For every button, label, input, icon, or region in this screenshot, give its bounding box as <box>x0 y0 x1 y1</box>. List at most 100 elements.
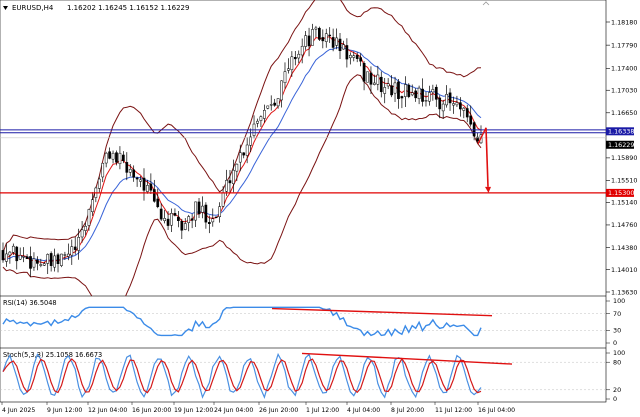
price-candle <box>235 163 239 182</box>
price-candle <box>152 179 156 203</box>
price-candle <box>218 202 221 223</box>
time-tick-label: 8 Jul 20:00 <box>391 407 424 414</box>
price-tick-label: 1.17400 <box>611 65 637 73</box>
price-candle <box>149 173 153 194</box>
stoch-scale-label: 0 <box>613 395 617 403</box>
price-candle <box>410 84 414 97</box>
price-candle <box>245 137 249 164</box>
price-candle <box>465 104 469 123</box>
price-candle <box>393 76 397 102</box>
price-candle <box>383 77 387 104</box>
price-candle <box>46 253 50 275</box>
price-candle <box>42 261 46 266</box>
price-candle <box>414 88 418 102</box>
price-tick-label: 1.14760 <box>611 221 637 229</box>
price-candle <box>22 247 25 263</box>
price-candle <box>18 247 22 261</box>
price-candle <box>280 80 283 108</box>
price-candle <box>84 222 87 236</box>
price-candle <box>111 150 115 164</box>
price-candle <box>194 201 197 228</box>
price-candle <box>376 65 380 91</box>
price-tick-label: 1.14010 <box>611 266 637 274</box>
price-candle <box>190 213 194 229</box>
support-price-tag-box <box>606 188 634 197</box>
price-candle <box>469 105 473 127</box>
price-candle <box>173 208 177 217</box>
price-candle <box>170 208 173 233</box>
price-candle <box>25 254 29 260</box>
rsi-pane[interactable]: RSI(14) 36.5048 100 70 30 0 <box>0 296 640 348</box>
price-candle <box>166 211 170 231</box>
price-candle <box>297 50 301 64</box>
price-chart[interactable]: EURUSD,H4 1.16202 1.16245 1.16152 1.1622… <box>0 0 640 296</box>
price-candle <box>159 203 163 221</box>
price-candle <box>397 78 400 109</box>
price-candle <box>448 88 452 111</box>
price-candle <box>201 196 204 219</box>
price-candle <box>269 95 273 111</box>
stoch-scale-label: 20 <box>613 386 621 394</box>
price-candle <box>204 202 208 229</box>
price-tick-label: 1.18180 <box>611 18 637 26</box>
price-candle <box>29 246 32 277</box>
price-candle <box>60 253 63 268</box>
forecast-arrow <box>485 127 489 187</box>
price-tick-label: 1.13630 <box>611 288 637 296</box>
price-candle <box>142 168 146 201</box>
rsi-indicator[interactable]: RSI(14) 36.5048 100 70 30 0 <box>0 296 640 348</box>
price-candle <box>77 228 81 260</box>
price-candle <box>101 162 105 183</box>
price-candle <box>263 104 266 123</box>
price-candle <box>366 71 369 83</box>
price-candle <box>373 74 376 86</box>
price-candle <box>287 58 290 74</box>
price-candle <box>407 83 411 99</box>
price-candle <box>318 26 321 41</box>
stoch-divergence-line <box>301 352 513 365</box>
time-tick-label: 1 Jul 12:00 <box>306 407 339 414</box>
price-candle <box>36 256 39 271</box>
price-chart-pane[interactable]: EURUSD,H4 1.16202 1.16245 1.16152 1.1622… <box>0 0 640 296</box>
price-candle <box>304 30 307 50</box>
price-candle <box>139 176 142 188</box>
price-candle <box>97 176 101 193</box>
price-candle <box>87 208 91 231</box>
forecast-arrow-start <box>477 127 487 145</box>
price-candle <box>324 28 328 48</box>
price-candle <box>359 53 362 67</box>
time-tick-label: 19 Jun 12:00 <box>174 407 213 414</box>
price-candle <box>183 218 187 231</box>
price-candle <box>73 237 77 255</box>
price-candle <box>362 61 366 91</box>
chevron-up-icon[interactable] <box>482 1 490 6</box>
triangle-down-icon[interactable] <box>3 6 8 10</box>
price-candle <box>56 252 60 273</box>
rsi-line <box>2 306 482 337</box>
price-candle <box>211 208 215 227</box>
price-candle <box>283 62 287 89</box>
price-candle <box>66 243 70 261</box>
time-tick-label: 4 Jul 04:00 <box>347 407 380 414</box>
price-candle <box>108 147 111 160</box>
time-tick-label: 9 Jun 12:00 <box>47 407 82 414</box>
price-candle <box>455 95 459 107</box>
price-candle <box>11 243 15 255</box>
stoch-scale-label: 100 <box>613 349 625 357</box>
price-candle <box>348 52 352 65</box>
price-candle <box>431 84 435 101</box>
time-tick-label: 4 Jun 2025 <box>2 407 35 414</box>
price-candle <box>15 245 19 270</box>
stochastic-pane[interactable]: Stoch(5,3,3) 25.1058 16.6673 100 80 20 0 <box>0 348 640 404</box>
price-candle <box>91 192 94 216</box>
price-candle <box>128 164 132 177</box>
price-candle <box>321 29 325 49</box>
price-candle <box>256 118 259 128</box>
price-candle <box>314 25 318 38</box>
resistance-price-tag: 1.16338 <box>608 128 634 136</box>
price-candle <box>355 52 359 63</box>
price-candle <box>207 215 211 234</box>
rsi-scale-label: 100 <box>613 297 625 305</box>
